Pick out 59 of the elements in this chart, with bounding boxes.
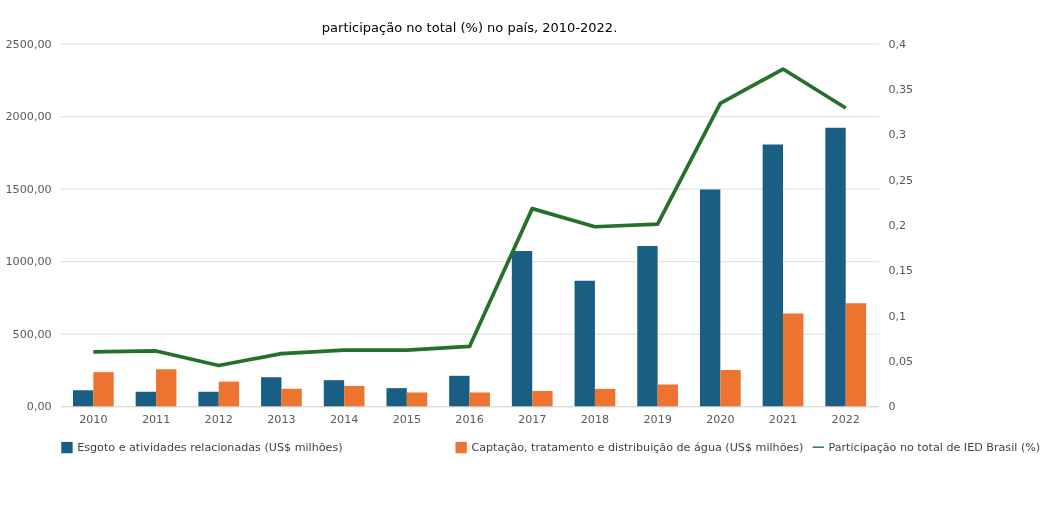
legend-label: Esgoto e atividades relacionadas (US$ milhões) <box>77 441 343 455</box>
bar <box>720 369 741 407</box>
bar <box>218 381 240 407</box>
x-tick-label: 2022 <box>831 412 860 426</box>
bar <box>261 377 282 407</box>
y2-tick-label: 0 <box>888 400 896 414</box>
bar <box>699 189 721 407</box>
bar <box>323 380 345 407</box>
bar <box>281 388 302 407</box>
y-tick-label: 0,00 <box>26 400 52 414</box>
x-tick-label: 2012 <box>204 412 233 426</box>
y2-tick-label: 0,2 <box>888 219 907 233</box>
y-tick-label: 2000,00 <box>5 110 52 124</box>
y-tick-label: 2500,00 <box>5 37 52 51</box>
bar <box>532 391 553 407</box>
y-tick-label: 1500,00 <box>5 182 52 196</box>
bar <box>762 144 784 407</box>
bar <box>156 369 177 407</box>
y-tick-label: 500,00 <box>12 327 52 341</box>
y-tick-label: 1000,00 <box>5 255 52 269</box>
y2-tick-label: 0,05 <box>888 355 914 369</box>
y2-tick-label: 0,25 <box>888 173 914 187</box>
bar <box>406 392 428 407</box>
bar <box>657 384 679 407</box>
x-tick-label: 2019 <box>643 412 672 426</box>
x-tick-label: 2017 <box>518 412 547 426</box>
x-tick-label: 2015 <box>392 412 422 426</box>
bar <box>574 280 595 407</box>
bar <box>93 372 114 407</box>
bar <box>198 391 219 407</box>
bar <box>344 385 365 407</box>
x-tick-label: 2014 <box>329 412 359 426</box>
y2-tick-label: 0,35 <box>888 83 914 97</box>
bar <box>511 251 533 407</box>
x-tick-label: 2013 <box>267 412 296 426</box>
bar <box>386 388 407 407</box>
bar <box>469 392 490 407</box>
legend-label: Captação, tratamento e distribuição de água (US$ milhões) <box>471 441 804 455</box>
chart-title: participação no total (%) no país, 2010-2022. <box>321 19 618 35</box>
bar <box>449 375 470 407</box>
bar <box>637 245 658 407</box>
bar <box>783 313 804 407</box>
x-tick-label: 2011 <box>141 412 171 426</box>
bar <box>135 391 157 407</box>
line-series <box>91 67 848 368</box>
bar <box>594 388 616 407</box>
bar <box>72 390 94 407</box>
x-tick-label: 2020 <box>706 412 735 426</box>
legend-label: Participação no total de IED Brasil (%) <box>828 440 1041 454</box>
y2-tick-label: 0,1 <box>888 309 907 323</box>
x-tick-label: 2018 <box>580 412 610 426</box>
bar <box>845 303 867 407</box>
y2-tick-label: 0,4 <box>888 37 907 51</box>
y2-tick-label: 0,3 <box>888 128 907 142</box>
y2-tick-label: 0,15 <box>888 264 914 278</box>
x-tick-label: 2021 <box>768 412 798 426</box>
bar <box>825 127 846 407</box>
x-tick-label: 2010 <box>79 412 108 426</box>
x-tick-label: 2016 <box>455 412 484 426</box>
